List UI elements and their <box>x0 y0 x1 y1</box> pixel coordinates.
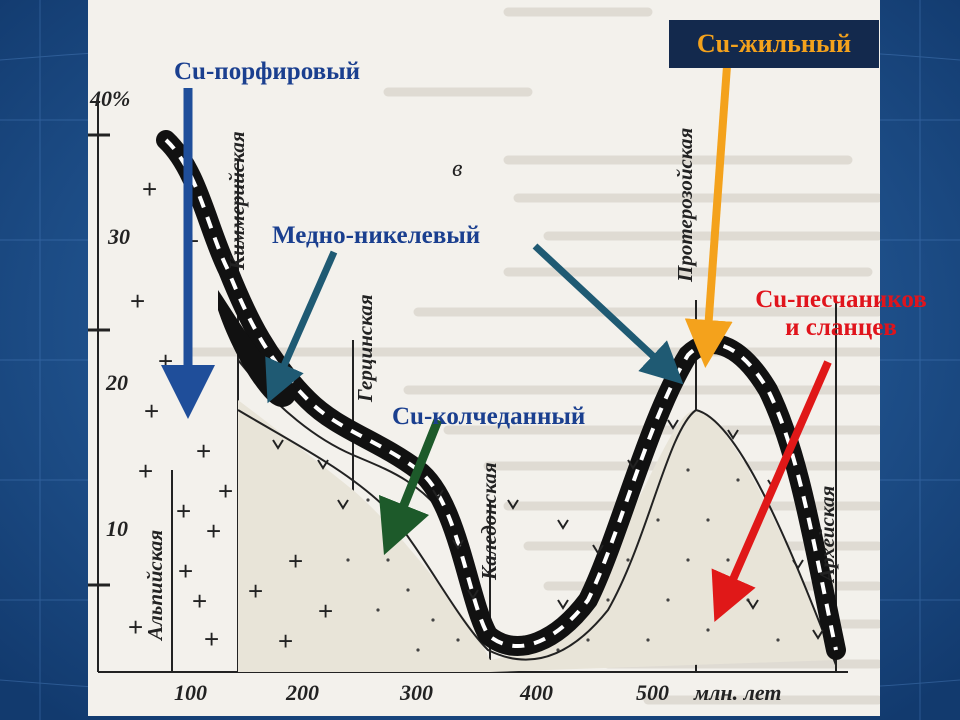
label-cu-sandstone: Cu-песчаников и сланцев <box>728 286 954 342</box>
svg-text:+: + <box>192 586 207 616</box>
svg-text:+: + <box>130 286 145 316</box>
label-cu-nickel: Медно-никелевый <box>272 222 481 249</box>
orogeny-kimmerian: Киммерийская <box>225 131 249 271</box>
arrow-cu-nickel-right <box>532 243 684 385</box>
label-cu-vein: Cu-жильный <box>669 20 879 68</box>
x-tick-200: 200 <box>285 680 319 705</box>
svg-text:+: + <box>142 174 157 204</box>
svg-text:+: + <box>144 396 159 426</box>
orogeny-proterozoic: Протерозойская <box>673 128 697 283</box>
y-axis-ticks <box>88 133 110 587</box>
label-cu-pyrite: Cu-колчеданный <box>392 403 586 430</box>
arrow-cu-sandstone <box>711 360 832 622</box>
svg-text:+: + <box>196 436 211 466</box>
arrow-cu-pyrite <box>378 418 443 556</box>
y-tick-10: 10 <box>106 516 128 541</box>
orogeny-archean: Архейская <box>815 485 839 584</box>
svg-text:+: + <box>218 476 233 506</box>
svg-text:+: + <box>288 546 303 576</box>
y-tick-20: 20 <box>105 370 128 395</box>
x-tick-100: 100 <box>174 680 207 705</box>
arrow-cu-vein <box>684 65 733 368</box>
y-tick-40: 40% <box>89 86 130 111</box>
label-cu-sandstone-line2: и сланцев <box>785 314 897 341</box>
svg-text:+: + <box>206 516 221 546</box>
x-tick-300: 300 <box>399 680 433 705</box>
svg-text:+: + <box>176 496 191 526</box>
curve-letter: в <box>452 156 462 182</box>
orogeny-hercynian: Герцинская <box>353 294 377 403</box>
svg-text:+: + <box>204 624 219 654</box>
y-tick-30: 30 <box>107 224 130 249</box>
x-tick-400: 400 <box>519 680 553 705</box>
svg-text:+: + <box>178 556 193 586</box>
main-curve-dashes <box>164 138 838 651</box>
svg-text:+: + <box>278 626 293 656</box>
svg-text:+: + <box>128 612 143 642</box>
arrow-cu-nickel-left <box>265 250 338 404</box>
x-tick-500: 500 <box>636 680 669 705</box>
svg-text:+: + <box>138 456 153 486</box>
svg-text:+: + <box>248 576 263 606</box>
orogeny-alpine: Альпийская <box>143 530 167 642</box>
check-marks <box>272 419 824 640</box>
x-axis-unit: млн. лет <box>693 680 781 705</box>
label-cu-sandstone-line1: Cu-песчаников <box>755 286 927 313</box>
orogeny-caledonian: Каледонская <box>477 462 501 581</box>
label-cu-porphyry: Cu-порфировый <box>174 58 360 85</box>
dotted-zone <box>238 400 836 672</box>
svg-text:+: + <box>318 596 333 626</box>
